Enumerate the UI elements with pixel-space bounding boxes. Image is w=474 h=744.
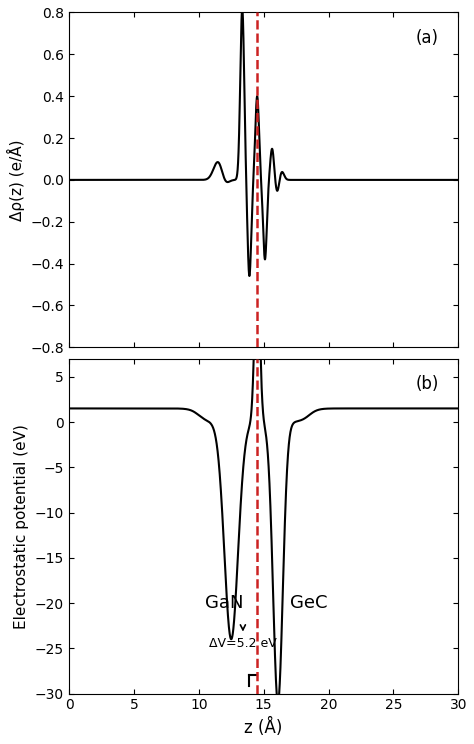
Text: ΔV=5.2 eV: ΔV=5.2 eV: [209, 625, 277, 650]
Text: (b): (b): [416, 376, 439, 394]
Text: (a): (a): [416, 29, 439, 47]
Y-axis label: Electrostatic potential (eV): Electrostatic potential (eV): [14, 423, 29, 629]
Y-axis label: Δρ(z) (e/Å): Δρ(z) (e/Å): [7, 139, 25, 221]
Text: GeC: GeC: [290, 594, 328, 612]
Text: GaN: GaN: [205, 594, 244, 612]
X-axis label: z (Å): z (Å): [245, 718, 283, 737]
